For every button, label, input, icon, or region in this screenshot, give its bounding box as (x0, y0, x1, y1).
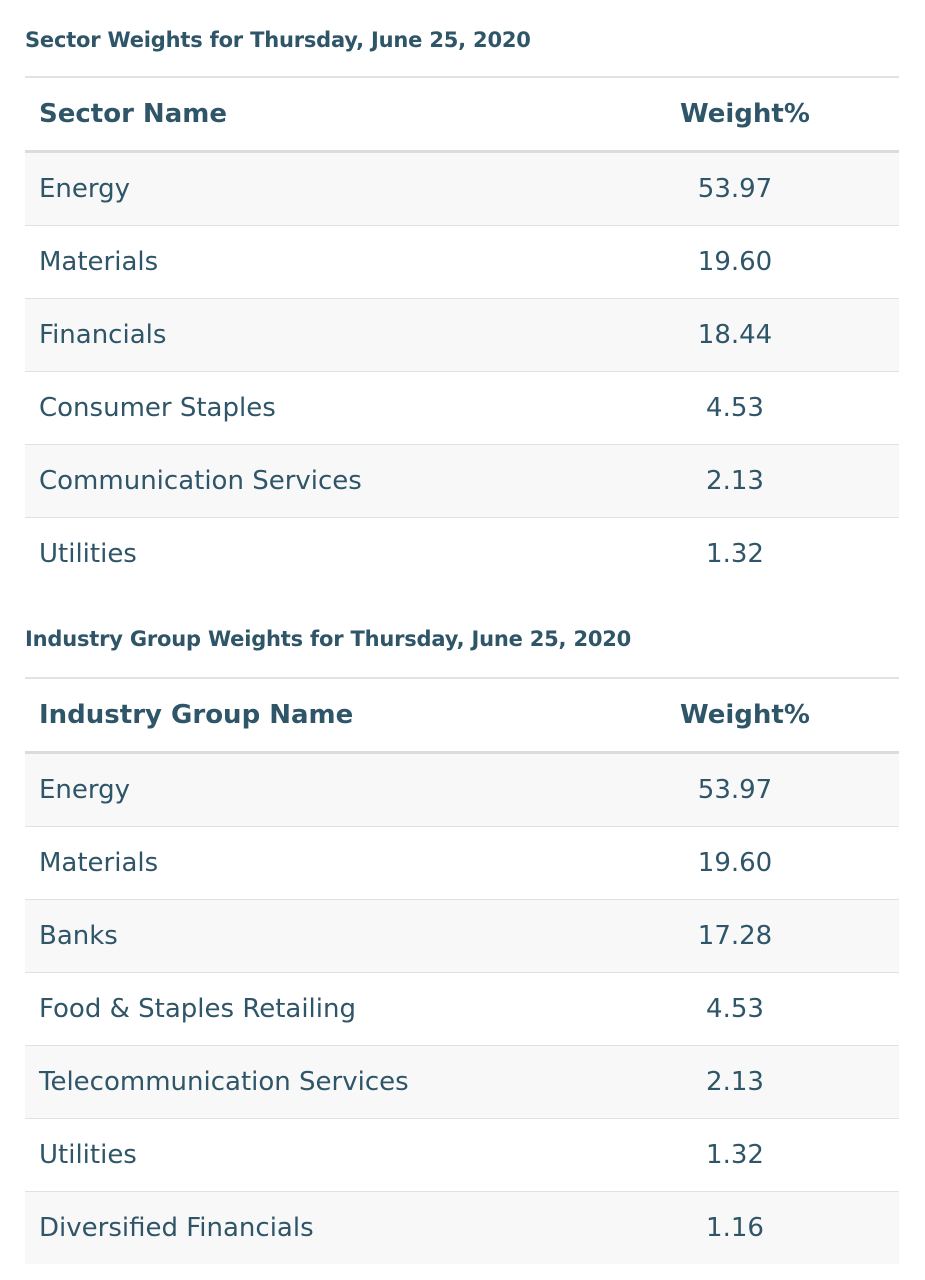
weight-cell: 4.53 (625, 972, 899, 1046)
industry-group-name-cell: Diversified Financials (25, 1191, 625, 1264)
weight-cell: 19.60 (625, 225, 899, 299)
table-row: Utilities 1.32 (25, 517, 899, 590)
table-row: Diversified Financials 1.16 (25, 1191, 899, 1264)
table-row: Materials 19.60 (25, 826, 899, 900)
table-header-row: Sector Name Weight% (25, 76, 899, 153)
weight-value: 1.32 (706, 1140, 764, 1170)
sector-name-cell: Financials (25, 298, 625, 372)
table-row: Banks 17.28 (25, 899, 899, 973)
weight-cell: 2.13 (625, 444, 899, 518)
table-row: Communication Services 2.13 (25, 444, 899, 518)
sector-name-header: Sector Name (25, 76, 625, 153)
weight-cell: 1.16 (625, 1191, 899, 1264)
weight-cell: 2.13 (625, 1045, 899, 1119)
sector-name-cell: Energy (25, 151, 625, 226)
table-row: Food & Staples Retailing 4.53 (25, 972, 899, 1046)
weight-value: 2.13 (706, 1067, 764, 1097)
table-row: Financials 18.44 (25, 298, 899, 372)
weight-cell: 19.60 (625, 826, 899, 900)
industry-group-name-cell: Energy (25, 752, 625, 827)
weight-cell: 17.28 (625, 899, 899, 973)
weight-value: 18.44 (697, 320, 773, 350)
industry-group-name-header: Industry Group Name (25, 677, 625, 754)
table-row: Energy 53.97 (25, 151, 899, 226)
industry-group-weights-table: Industry Group Name Weight% Energy 53.97… (25, 677, 899, 1264)
sector-weights-title: Sector Weights for Thursday, June 25, 20… (25, 28, 531, 52)
table-row: Materials 19.60 (25, 225, 899, 299)
sector-name-cell: Utilities (25, 517, 625, 590)
table-row: Energy 53.97 (25, 752, 899, 827)
weight-cell: 1.32 (625, 1118, 899, 1192)
industry-group-weights-title: Industry Group Weights for Thursday, Jun… (25, 627, 632, 651)
industry-group-name-cell: Materials (25, 826, 625, 900)
weight-value: 53.97 (697, 775, 773, 805)
industry-group-name-cell: Utilities (25, 1118, 625, 1192)
sector-weights-table: Sector Name Weight% Energy 53.97 Materia… (25, 76, 899, 590)
weight-cell: 53.97 (625, 752, 899, 827)
weight-cell: 53.97 (625, 151, 899, 226)
weight-header-label: Weight% (680, 700, 810, 730)
weight-header: Weight% (625, 76, 899, 153)
table-row: Telecommunication Services 2.13 (25, 1045, 899, 1119)
industry-group-name-cell: Food & Staples Retailing (25, 972, 625, 1046)
weight-value: 19.60 (697, 848, 773, 878)
table-header-row: Industry Group Name Weight% (25, 677, 899, 754)
weight-value: 19.60 (697, 247, 773, 277)
weight-cell: 4.53 (625, 371, 899, 445)
weight-value: 1.32 (706, 539, 764, 569)
weight-value: 4.53 (706, 994, 764, 1024)
weight-value: 17.28 (697, 921, 773, 951)
industry-group-name-cell: Banks (25, 899, 625, 973)
weight-cell: 18.44 (625, 298, 899, 372)
sector-name-cell: Communication Services (25, 444, 625, 518)
weight-value: 1.16 (706, 1213, 764, 1243)
weight-cell: 1.32 (625, 517, 899, 590)
industry-group-name-cell: Telecommunication Services (25, 1045, 625, 1119)
table-row: Utilities 1.32 (25, 1118, 899, 1192)
weight-header-label: Weight% (680, 99, 810, 129)
weight-header: Weight% (625, 677, 899, 754)
sector-name-cell: Materials (25, 225, 625, 299)
weight-value: 4.53 (706, 393, 764, 423)
weight-value: 2.13 (706, 466, 764, 496)
weight-value: 53.97 (697, 174, 773, 204)
sector-name-cell: Consumer Staples (25, 371, 625, 445)
table-row: Consumer Staples 4.53 (25, 371, 899, 445)
